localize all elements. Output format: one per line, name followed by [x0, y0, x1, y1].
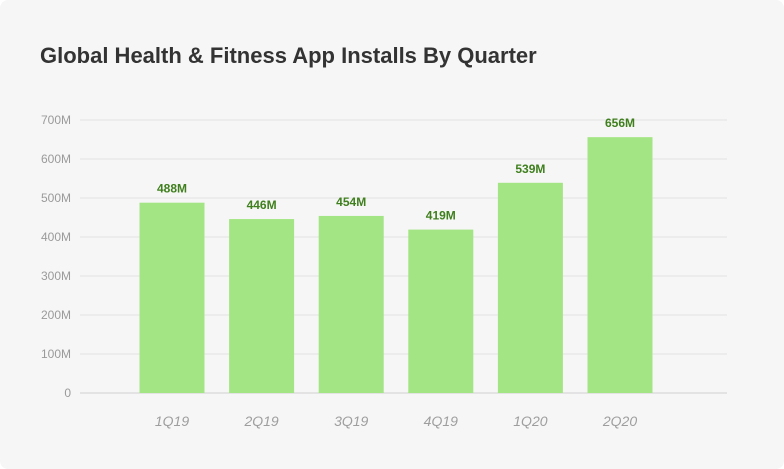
y-tick-label: 600M [41, 152, 71, 166]
y-tick-label: 0 [64, 386, 71, 400]
bar [587, 137, 653, 393]
data-label: 454M [336, 195, 366, 209]
bar [408, 229, 474, 393]
bars [139, 137, 653, 393]
data-labels: 488M 446M 454M 419M 539M 656M [157, 116, 635, 222]
bar [229, 219, 295, 393]
data-label: 539M [515, 162, 545, 176]
data-label: 488M [157, 182, 187, 196]
x-tick-label: 2Q19 [243, 413, 278, 429]
y-axis-tick-labels: 0 100M 200M 300M 400M 500M 600M 700M [41, 113, 71, 400]
x-axis-tick-labels: 1Q19 2Q19 3Q19 4Q19 1Q20 2Q20 [155, 413, 637, 429]
bar [318, 215, 384, 393]
x-tick-label: 4Q19 [424, 413, 458, 429]
bar [139, 202, 205, 393]
x-tick-label: 2Q20 [602, 413, 637, 429]
data-label: 419M [426, 209, 456, 223]
y-tick-label: 100M [41, 347, 71, 361]
y-tick-label: 400M [41, 230, 71, 244]
data-label: 656M [605, 116, 635, 130]
chart-title: Global Health & Fitness App Installs By … [40, 43, 537, 68]
y-tick-label: 700M [41, 113, 71, 127]
y-tick-label: 300M [41, 269, 71, 283]
y-tick-label: 200M [41, 308, 71, 322]
x-tick-label: 3Q19 [334, 413, 368, 429]
data-label: 446M [247, 198, 277, 212]
bar [497, 182, 563, 393]
y-tick-label: 500M [41, 191, 71, 205]
x-tick-label: 1Q19 [155, 413, 189, 429]
x-tick-label: 1Q20 [513, 413, 547, 429]
